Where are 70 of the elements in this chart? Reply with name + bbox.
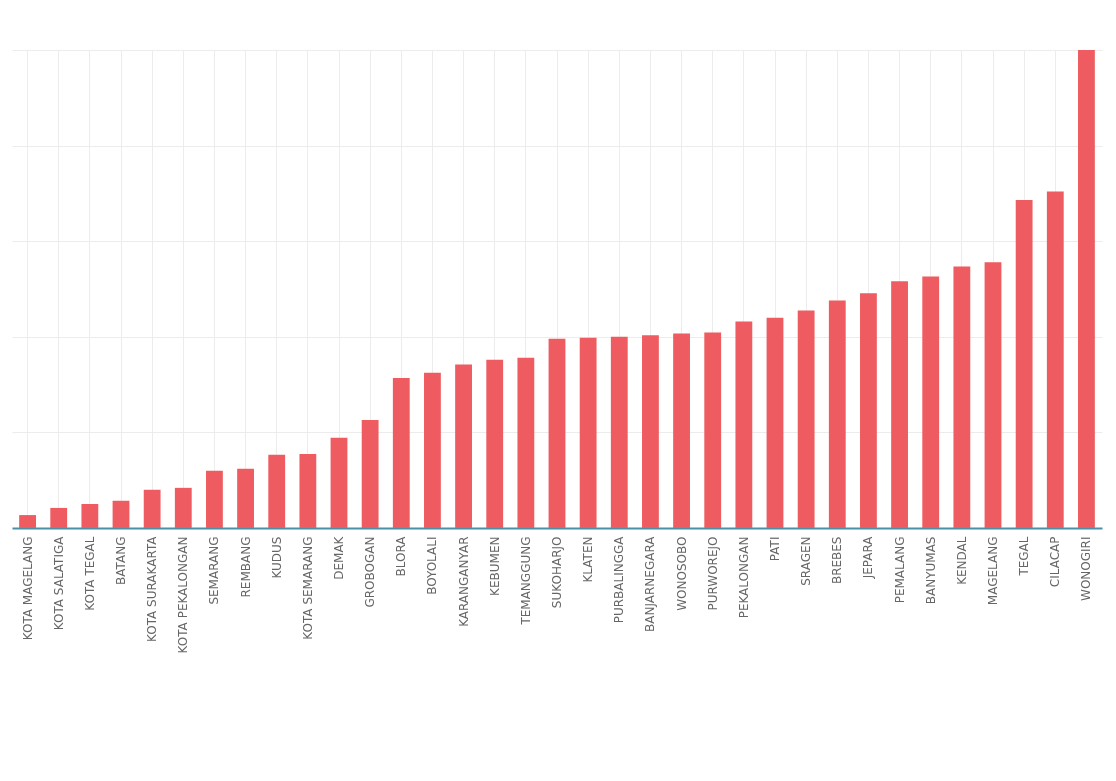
x-tick-label: KUDUS xyxy=(269,536,284,579)
bar xyxy=(1046,191,1064,528)
bar xyxy=(673,333,690,528)
bar xyxy=(299,453,317,528)
bar xyxy=(548,338,566,528)
bar xyxy=(81,504,99,528)
x-tick-label: PURBALINGGA xyxy=(612,535,627,624)
bar xyxy=(517,357,535,528)
bar xyxy=(268,454,286,528)
bar xyxy=(1015,200,1033,528)
x-tick-label: KOTA SURAKARTA xyxy=(145,535,160,642)
bar xyxy=(766,317,784,528)
x-tick-label: PEKALONGAN xyxy=(736,536,751,619)
x-tick-label: BLORA xyxy=(394,535,409,577)
x-tick-label: BANYUMAS xyxy=(923,536,938,605)
x-tick-label: WONOGIRI xyxy=(1079,536,1094,601)
x-tick-label: TEMANGGUNG xyxy=(518,536,533,626)
bar xyxy=(579,337,597,528)
bar xyxy=(361,419,379,528)
bar xyxy=(486,359,504,528)
bar xyxy=(953,266,971,528)
x-tick-label: KOTA TEGAL xyxy=(82,536,97,611)
x-tick-label: KOTA SEMARANG xyxy=(300,536,315,640)
x-tick-label: PURWOREJO xyxy=(705,536,720,611)
bar xyxy=(112,500,130,528)
x-tick-label: TEGAL xyxy=(1017,536,1032,577)
bar xyxy=(174,487,192,528)
bar xyxy=(50,507,68,528)
bar xyxy=(642,335,659,528)
bar xyxy=(237,468,254,528)
x-tick-label: BANJARNEGARA xyxy=(643,535,658,632)
bar xyxy=(330,437,348,528)
bar xyxy=(143,489,161,528)
x-tick-label: DEMAK xyxy=(332,535,346,580)
bar xyxy=(922,276,940,528)
x-tick-label: KEBUMEN xyxy=(487,536,502,596)
bar xyxy=(984,262,1002,528)
x-tick-label: KENDAL xyxy=(954,536,969,585)
bar xyxy=(891,281,908,528)
x-tick-label: SRAGEN xyxy=(799,536,814,586)
x-tick-label: BREBES xyxy=(830,536,845,585)
x-tick-label: KOTA MAGELANG xyxy=(20,536,35,641)
x-tick-label: KLATEN xyxy=(581,536,596,583)
x-tick-label: CILACAP xyxy=(1048,536,1063,588)
x-tick-label: BATANG xyxy=(114,536,128,585)
bar xyxy=(392,377,410,528)
x-tick-label: KOTA SALATIGA xyxy=(51,535,66,631)
bar xyxy=(1078,50,1095,528)
bar xyxy=(206,470,223,528)
x-tick-label: BOYOLALI xyxy=(425,536,440,595)
x-tick-label: GROBOGAN xyxy=(363,536,378,608)
bar xyxy=(610,336,628,528)
bar xyxy=(735,321,753,528)
x-tick-label: SUKOHARJO xyxy=(550,536,564,609)
x-tick-label: PATI xyxy=(768,536,782,562)
bar xyxy=(455,364,472,528)
x-tick-label: MAGELANG xyxy=(986,536,1000,606)
bar xyxy=(797,310,815,528)
x-tick-label: REMBANG xyxy=(238,536,253,598)
bar xyxy=(704,332,722,528)
x-tick-label: KARANGANYAR xyxy=(456,536,471,627)
bar xyxy=(860,293,877,528)
x-tick-label: SEMARANG xyxy=(207,536,222,605)
bar xyxy=(19,515,36,528)
x-tick-label: KOTA PEKALONGAN xyxy=(176,536,191,654)
x-tick-label: JEPARA xyxy=(861,535,876,580)
x-tick-label: WONOSOBO xyxy=(674,536,689,611)
bar xyxy=(828,300,846,528)
bar xyxy=(424,372,441,528)
x-tick-label: PEMALANG xyxy=(892,536,907,604)
